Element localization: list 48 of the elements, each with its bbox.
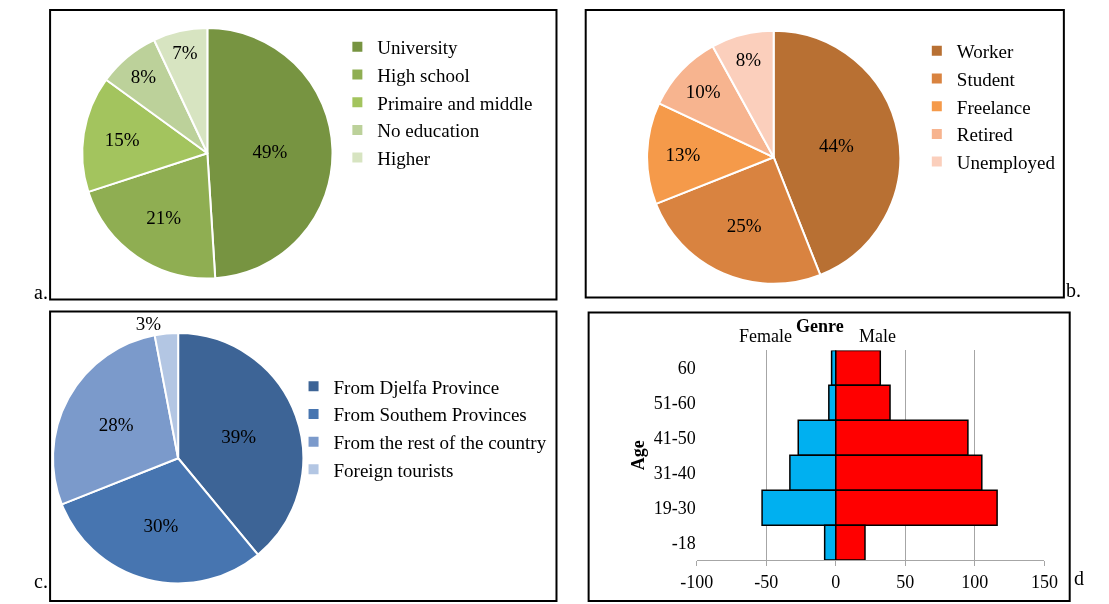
x-tick-label: -100 xyxy=(680,571,714,592)
legend-label: Primaire and middle xyxy=(377,92,533,114)
y-tick-label: -18 xyxy=(671,532,696,553)
data-label: 7% xyxy=(172,42,198,64)
text: a. xyxy=(34,281,48,303)
data-label: 39% xyxy=(221,425,257,447)
data-label: 10% xyxy=(685,80,721,102)
x-tick-label: -50 xyxy=(754,571,779,592)
data-label: 3% xyxy=(135,312,162,334)
data-label: 25% xyxy=(726,214,762,236)
data-label: 13% xyxy=(665,143,701,165)
x-tick-label: 150 xyxy=(1030,571,1058,592)
legend-label: From Djelfa Province xyxy=(333,376,500,398)
legend-label: From the rest of the country xyxy=(333,432,547,454)
data-label: 15% xyxy=(104,129,140,151)
x-tick-label: 0 xyxy=(831,571,841,592)
data-label: 8% xyxy=(130,65,157,87)
text: c. xyxy=(34,570,48,592)
legend-label: Freelance xyxy=(956,96,1031,118)
text: b. xyxy=(1066,279,1081,301)
text: Female xyxy=(739,326,792,346)
y-tick-label: 51-60 xyxy=(653,393,696,414)
legend-label: Higher xyxy=(377,148,431,170)
legend-label: Foreign tourists xyxy=(333,459,454,481)
y-tick-label: 31-40 xyxy=(653,463,696,484)
legend-label: Retired xyxy=(956,124,1014,146)
legend-label: High school xyxy=(377,64,470,86)
y-tick-label: 41-50 xyxy=(653,428,696,449)
x-tick-label: 100 xyxy=(961,571,989,592)
x-tick-label: 50 xyxy=(896,571,915,592)
series-label: Male xyxy=(859,326,896,346)
data-label: 30% xyxy=(143,514,179,536)
legend-label: Worker xyxy=(956,41,1014,63)
y-tick-label: 19-30 xyxy=(653,497,696,518)
data-label: 21% xyxy=(146,206,182,228)
legend-label: No education xyxy=(377,120,480,142)
legend-label: From Southem Provinces xyxy=(333,404,527,426)
y-axis-title: Age xyxy=(627,440,648,471)
data-label: 49% xyxy=(252,140,288,162)
legend-label: Student xyxy=(956,68,1016,90)
data-label: 44% xyxy=(818,134,854,156)
y-tick-label: 60 xyxy=(677,358,696,379)
data-label: 8% xyxy=(735,48,762,70)
text: d xyxy=(1074,567,1084,589)
chart-title: Genre xyxy=(796,316,844,336)
legend-label: Unemployed xyxy=(956,152,1056,174)
data-label: 28% xyxy=(98,413,134,435)
legend-label: University xyxy=(377,37,459,59)
